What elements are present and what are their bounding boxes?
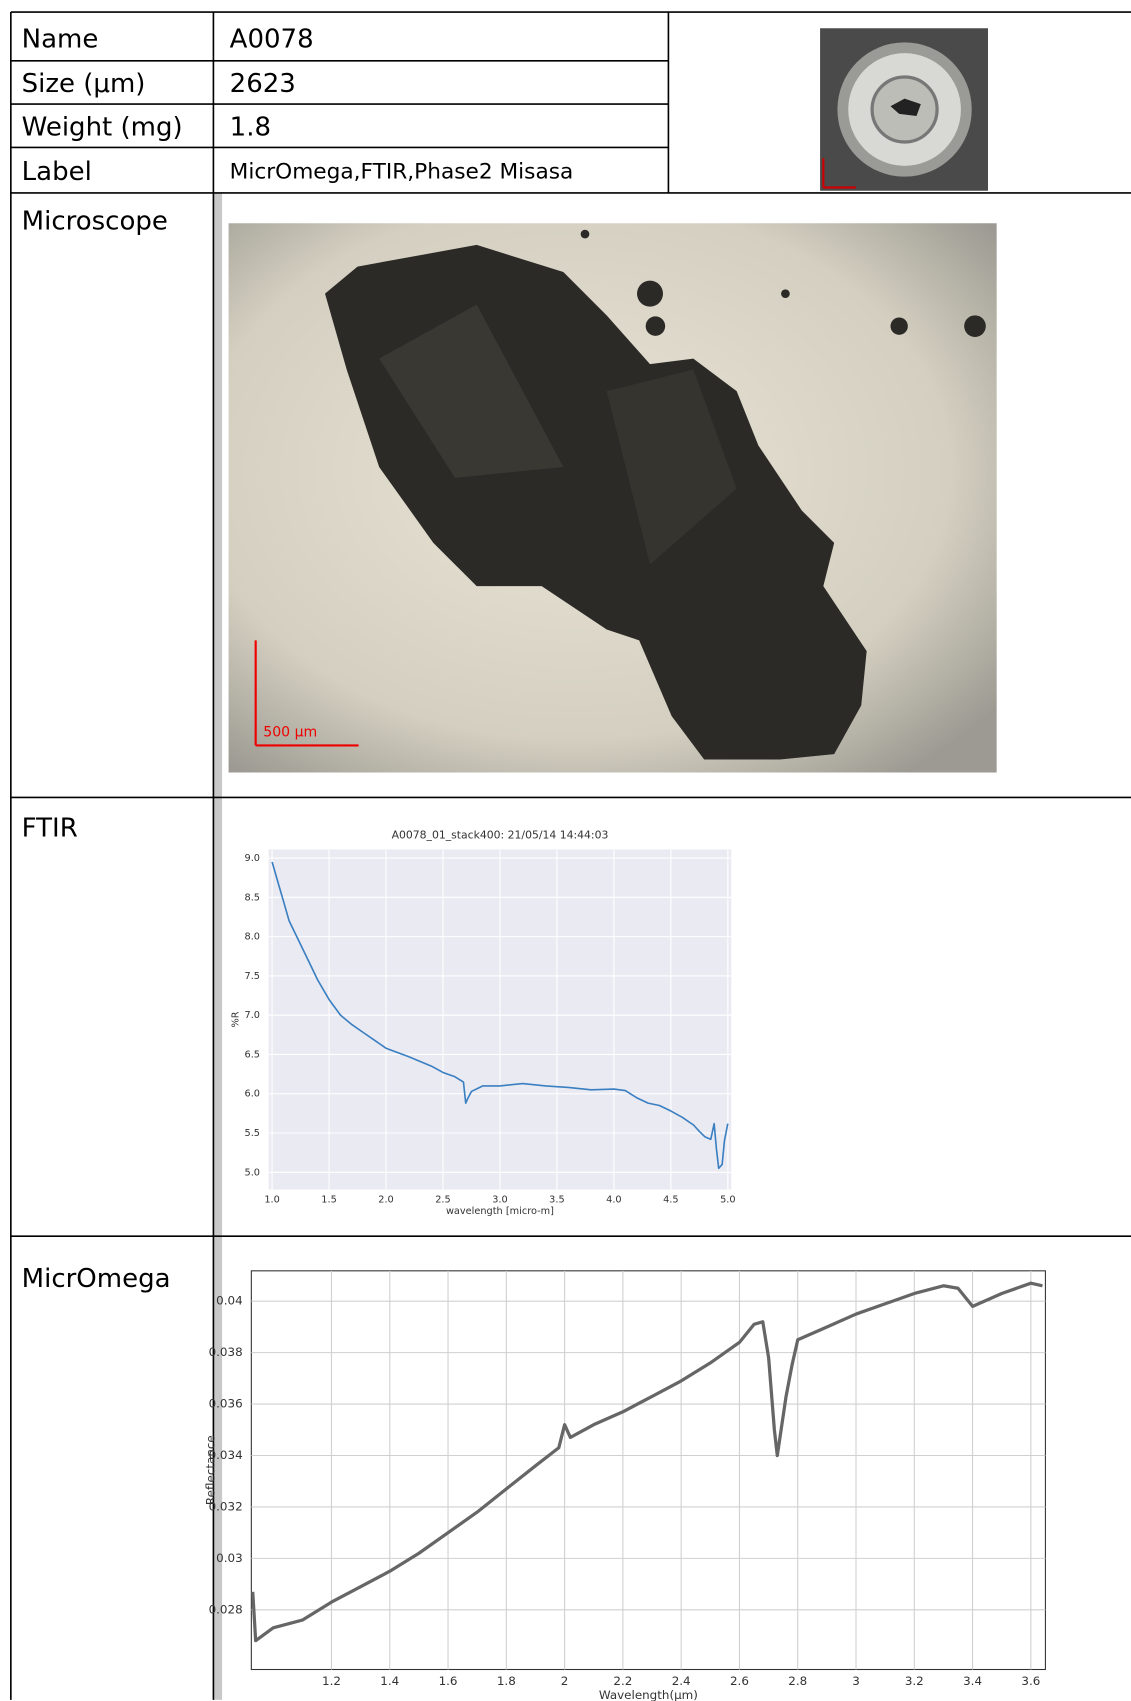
y-tick-label: 8.5 xyxy=(244,892,260,903)
field-value: 2623 xyxy=(230,69,296,99)
y-tick-label: 0.034 xyxy=(209,1448,243,1462)
x-tick-label: 4.0 xyxy=(606,1194,622,1205)
x-tick-label: 3.2 xyxy=(905,1674,924,1688)
x-tick-label: 2.8 xyxy=(788,1674,807,1688)
y-tick-label: 0.032 xyxy=(209,1499,243,1513)
x-tick-label: 1.2 xyxy=(322,1674,341,1688)
field-label: Weight (mg) xyxy=(22,112,183,142)
section-label: MicrOmega xyxy=(22,1264,171,1294)
y-tick-label: 7.5 xyxy=(244,971,260,982)
field-value: 1.8 xyxy=(230,112,271,142)
y-tick-label: 9.0 xyxy=(244,853,260,864)
field-label: Name xyxy=(22,25,99,55)
section-label: FTIR xyxy=(22,813,78,843)
x-tick-label: 3.5 xyxy=(549,1194,565,1205)
x-tick-label: 2.4 xyxy=(672,1674,691,1688)
plot-area xyxy=(250,1270,1046,1671)
x-tick-label: 1.4 xyxy=(380,1674,399,1688)
y-tick-label: 0.04 xyxy=(216,1294,243,1308)
x-tick-label: 5.0 xyxy=(720,1194,736,1205)
y-axis-label: Reflectance xyxy=(203,1435,217,1505)
x-tick-label: 3.6 xyxy=(1021,1674,1040,1688)
x-tick-label: 1.5 xyxy=(321,1194,337,1205)
y-tick-label: 0.038 xyxy=(209,1345,243,1359)
y-tick-label: 5.5 xyxy=(244,1128,260,1139)
field-value: A0078 xyxy=(230,25,314,55)
x-axis-label: wavelength [micro-m] xyxy=(446,1206,554,1217)
y-tick-label: 5.0 xyxy=(244,1167,260,1178)
x-tick-label: 4.5 xyxy=(663,1194,679,1205)
y-tick-label: 6.5 xyxy=(244,1049,260,1060)
gutter xyxy=(213,192,223,1700)
x-tick-label: 2.2 xyxy=(613,1674,632,1688)
x-tick-label: 1.6 xyxy=(439,1674,458,1688)
microscope-photo: 500 μm xyxy=(228,223,997,773)
x-tick-label: 3 xyxy=(852,1674,860,1688)
x-axis-label: Wavelength(μm) xyxy=(599,1688,698,1701)
x-tick-label: 1.8 xyxy=(497,1674,516,1688)
y-tick-label: 0.028 xyxy=(209,1602,243,1616)
x-tick-label: 3.4 xyxy=(963,1674,982,1688)
x-tick-label: 3.0 xyxy=(492,1194,508,1205)
y-tick-label: 6.0 xyxy=(244,1089,260,1100)
table xyxy=(10,11,1131,1700)
x-tick-label: 2.6 xyxy=(730,1674,749,1688)
y-tick-label: 7.0 xyxy=(244,1010,260,1021)
y-tick-label: 0.03 xyxy=(216,1551,243,1565)
section-label: Microscope xyxy=(22,207,168,237)
field-label: Label xyxy=(22,157,92,187)
thumbnail xyxy=(820,28,988,191)
y-tick-label: 8.0 xyxy=(244,932,260,943)
field-value: MicrOmega,FTIR,Phase2 Misasa xyxy=(230,159,574,184)
x-tick-label: 2.5 xyxy=(435,1194,451,1205)
chart-title: A0078_01_stack400: 21/05/14 14:44:03 xyxy=(392,828,609,841)
data-line xyxy=(271,861,729,1170)
x-tick-label: 2.0 xyxy=(378,1194,394,1205)
x-tick-label: 2 xyxy=(561,1674,569,1688)
x-tick-label: 1.0 xyxy=(264,1194,280,1205)
field-label: Size (μm) xyxy=(22,69,146,99)
y-tick-label: 0.036 xyxy=(209,1397,243,1411)
data-line xyxy=(251,1281,1043,1643)
y-axis-label: %R xyxy=(231,1011,242,1027)
scale-bar-label: 500 μm xyxy=(263,724,317,740)
